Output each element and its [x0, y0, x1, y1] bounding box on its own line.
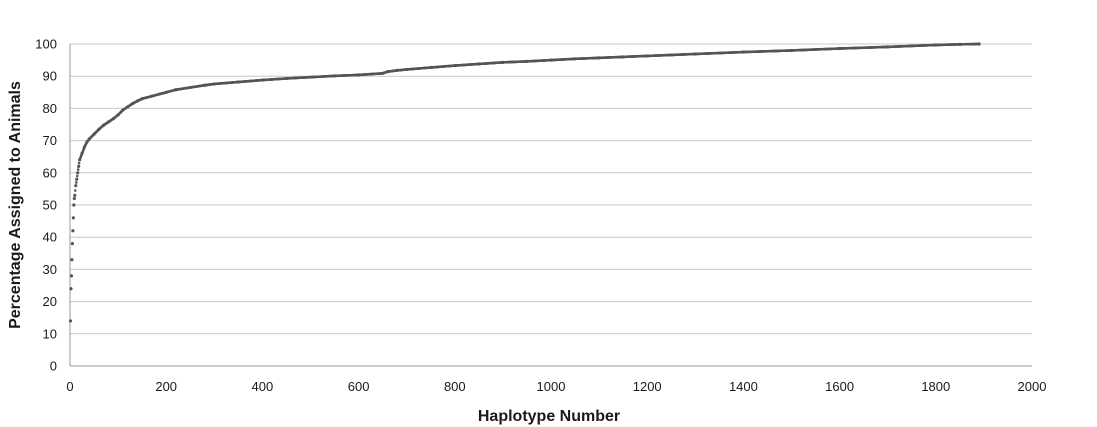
x-tick-label: 2000 — [1018, 379, 1047, 394]
data-point — [73, 193, 77, 197]
data-point — [75, 177, 79, 181]
data-point — [76, 171, 80, 175]
x-tick-label: 1600 — [825, 379, 854, 394]
data-point-fill — [80, 153, 83, 157]
data-point-fill — [74, 181, 78, 184]
x-tick-label: 1800 — [921, 379, 950, 394]
x-tick-label: 1000 — [537, 379, 566, 394]
x-tick-label: 200 — [155, 379, 177, 394]
y-tick-labels: 0 10 20 30 40 50 60 70 80 90 100 — [35, 37, 57, 374]
data-point — [74, 184, 78, 188]
x-tick-labels: 0 200 400 600 800 1000 1200 1400 1600 1800 2000 — [66, 379, 1046, 394]
data-point — [71, 216, 75, 220]
y-tick-label: 50 — [43, 198, 57, 213]
y-tick-label: 20 — [43, 294, 57, 309]
x-tick-label: 600 — [348, 379, 370, 394]
x-tick-label: 400 — [252, 379, 274, 394]
data-point-fill — [73, 189, 77, 192]
x-tick-label: 1400 — [729, 379, 758, 394]
data-point-fill — [77, 161, 81, 165]
y-tick-label: 80 — [43, 101, 57, 116]
data-point — [70, 242, 75, 246]
y-tick-label: 10 — [43, 326, 57, 341]
data-point — [72, 196, 76, 201]
y-tick-label: 100 — [35, 37, 57, 52]
data-point — [72, 203, 76, 207]
y-tick-label: 0 — [50, 359, 57, 374]
axes — [69, 44, 1032, 367]
data-point — [77, 164, 81, 168]
x-tick-label: 800 — [444, 379, 466, 394]
y-tick-label: 60 — [43, 165, 57, 180]
data-point — [70, 258, 74, 262]
y-tick-label: 70 — [43, 133, 57, 148]
y-axis-title: Percentage Assigned to Animals — [7, 81, 24, 329]
data-point — [69, 287, 73, 291]
x-tick-label: 1200 — [633, 379, 662, 394]
y-tick-label: 40 — [43, 230, 57, 245]
gridlines — [70, 43, 1032, 335]
data-point — [71, 229, 75, 233]
data-point — [69, 274, 74, 278]
data-point-fill — [76, 168, 80, 171]
x-axis-title: Haplotype Number — [478, 408, 620, 425]
data-point-fill — [977, 42, 980, 46]
y-tick-label: 90 — [43, 69, 57, 84]
data-point — [68, 319, 73, 323]
data-points — [68, 42, 981, 323]
x-tick-label: 0 — [66, 379, 73, 394]
data-point-fill — [82, 147, 86, 150]
y-tick-label: 30 — [43, 262, 57, 277]
data-point-fill — [75, 174, 79, 178]
